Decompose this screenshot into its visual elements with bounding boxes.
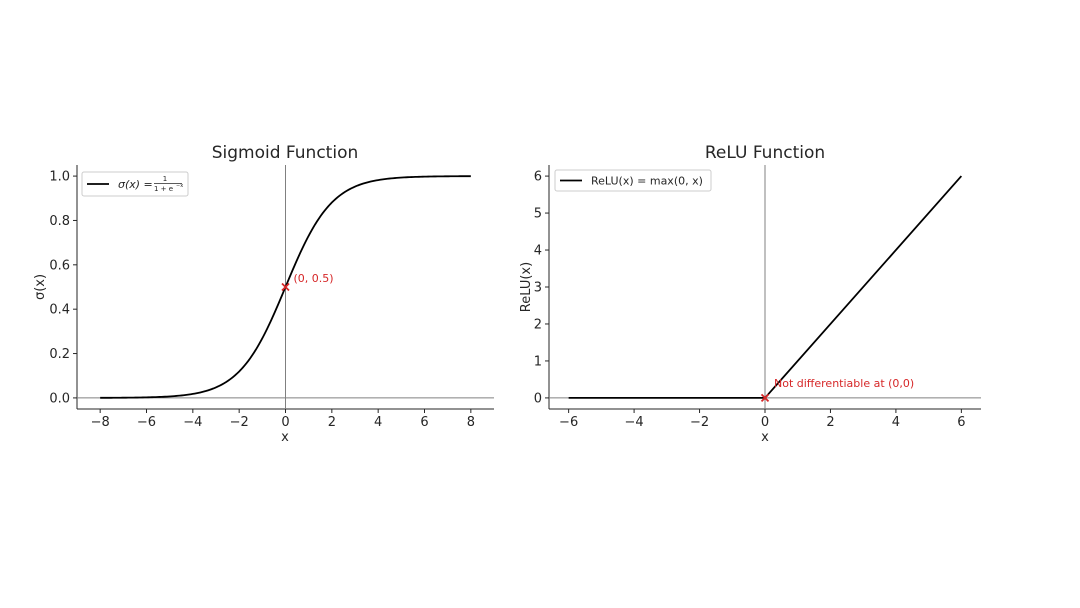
relu-chart-title: ReLU Function bbox=[705, 143, 825, 163]
sigmoid-legend: σ(x) = 1 1 + e −x bbox=[81, 171, 189, 197]
relu-x-tick-label: −2 bbox=[690, 415, 709, 430]
sig-y-tick-label: 0.8 bbox=[49, 214, 70, 229]
sigmoid-x-ticks: −8 −6 −4 −2 0 2 4 6 8 bbox=[91, 409, 475, 430]
sig-y-tick-label: 1.0 bbox=[49, 170, 70, 185]
relu-x-tick-label: −4 bbox=[625, 415, 644, 430]
sig-y-tick-label: 0.6 bbox=[49, 258, 70, 273]
relu-y-tick-label: 0 bbox=[534, 391, 542, 406]
sigmoid-midpoint-marker bbox=[281, 282, 290, 292]
sig-x-tick-label: 8 bbox=[467, 415, 475, 430]
relu-x-axis-label: x bbox=[761, 430, 769, 445]
relu-annotation: Not differentiable at (0,0) bbox=[774, 377, 914, 390]
relu-x-tick-label: 4 bbox=[892, 415, 900, 430]
relu-x-tick-label: −6 bbox=[559, 415, 578, 430]
relu-y-tick-label: 1 bbox=[534, 354, 542, 369]
sig-y-tick-label: 0.2 bbox=[49, 347, 70, 362]
sigmoid-y-axis-label: σ(x) bbox=[33, 274, 48, 300]
relu-legend-label: ReLU(x) = max(0, x) bbox=[591, 175, 703, 188]
sigmoid-legend-denominator: 1 + e bbox=[154, 185, 173, 193]
sig-x-tick-label: 2 bbox=[328, 415, 336, 430]
sig-y-tick-label: 0.4 bbox=[49, 303, 70, 318]
sig-x-tick-label: 0 bbox=[281, 415, 289, 430]
relu-legend: ReLU(x) = max(0, x) bbox=[554, 169, 712, 192]
relu-y-tick-label: 2 bbox=[534, 317, 542, 332]
sigmoid-legend-prefix: σ(x) = bbox=[118, 178, 153, 191]
sig-x-tick-label: −8 bbox=[91, 415, 110, 430]
relu-kink-marker bbox=[760, 393, 770, 403]
relu-y-axis-label: ReLU(x) bbox=[519, 262, 534, 312]
relu-y-tick-label: 3 bbox=[534, 281, 542, 296]
relu-y-ticks: 0 1 2 3 4 5 6 bbox=[534, 170, 549, 406]
sig-x-tick-label: −4 bbox=[183, 415, 202, 430]
sigmoid-annotation: (0, 0.5) bbox=[294, 272, 334, 285]
sigmoid-y-ticks: 0.0 0.2 0.4 0.6 0.8 1.0 bbox=[49, 170, 77, 406]
relu-x-tick-label: 6 bbox=[957, 415, 965, 430]
relu-y-tick-label: 6 bbox=[534, 170, 542, 185]
sigmoid-legend-exponent: −x bbox=[176, 183, 183, 189]
relu-y-tick-label: 5 bbox=[534, 207, 542, 222]
sig-x-tick-label: −2 bbox=[230, 415, 249, 430]
sigmoid-legend-numerator: 1 bbox=[163, 175, 167, 183]
sigmoid-chart-title: Sigmoid Function bbox=[212, 143, 359, 163]
sig-y-tick-label: 0.0 bbox=[49, 391, 70, 406]
sigmoid-x-axis-label: x bbox=[281, 430, 289, 445]
relu-x-ticks: −6 −4 −2 0 2 4 6 bbox=[559, 409, 966, 430]
relu-x-tick-label: 2 bbox=[826, 415, 834, 430]
sig-x-tick-label: −6 bbox=[137, 415, 156, 430]
relu-x-tick-label: 0 bbox=[761, 415, 769, 430]
relu-y-tick-label: 4 bbox=[534, 244, 542, 259]
sig-x-tick-label: 4 bbox=[374, 415, 382, 430]
sig-x-tick-label: 6 bbox=[420, 415, 428, 430]
sigmoid-chart: Sigmoid Function −8 −6 −4 −2 0 2 4 6 8 0.0 0.2 0.4… bbox=[33, 143, 494, 445]
relu-chart: ReLU Function −6 −4 −2 0 2 4 6 0 1 2 3 4 5 6 Not dif… bbox=[519, 143, 981, 445]
